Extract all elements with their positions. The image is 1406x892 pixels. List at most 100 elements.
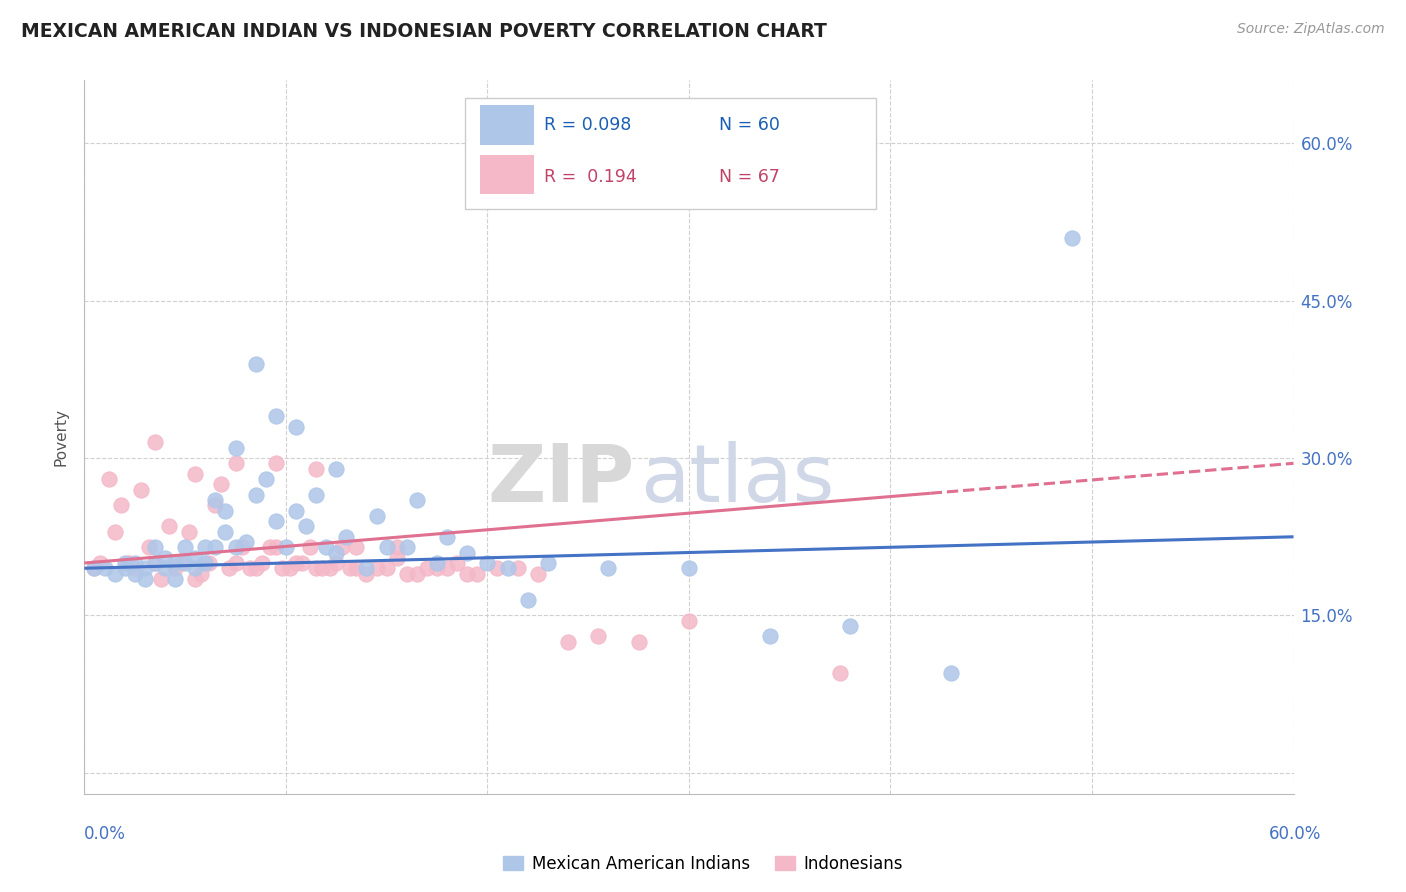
Point xyxy=(129,483,152,497)
Point xyxy=(299,541,322,555)
Point xyxy=(89,556,111,570)
Point xyxy=(245,488,267,502)
Point xyxy=(356,561,378,575)
Point xyxy=(104,566,127,581)
Point xyxy=(486,561,509,575)
Point xyxy=(83,561,105,575)
FancyBboxPatch shape xyxy=(465,98,876,209)
Point xyxy=(627,634,650,648)
Point xyxy=(143,541,166,555)
Point xyxy=(436,530,458,544)
Point xyxy=(285,419,308,434)
Point xyxy=(138,541,160,555)
Point xyxy=(305,561,328,575)
Point xyxy=(239,561,262,575)
Point xyxy=(305,488,328,502)
Point xyxy=(356,566,378,581)
Point xyxy=(264,456,287,470)
Point xyxy=(153,550,176,565)
Point xyxy=(204,541,226,555)
Point xyxy=(557,634,579,648)
Text: Source: ZipAtlas.com: Source: ZipAtlas.com xyxy=(1237,22,1385,37)
Text: N = 60: N = 60 xyxy=(720,116,780,134)
Point xyxy=(124,556,146,570)
Point xyxy=(319,561,342,575)
Point xyxy=(346,541,368,555)
Point xyxy=(194,556,217,570)
Point xyxy=(225,556,247,570)
Point xyxy=(143,556,166,570)
Point xyxy=(157,519,180,533)
Point xyxy=(325,545,347,559)
Point xyxy=(194,541,217,555)
Point xyxy=(190,566,212,581)
Point xyxy=(250,556,273,570)
Point xyxy=(305,461,328,475)
Point xyxy=(339,561,361,575)
Point xyxy=(496,561,519,575)
Point xyxy=(214,524,236,539)
Text: MEXICAN AMERICAN INDIAN VS INDONESIAN POVERTY CORRELATION CHART: MEXICAN AMERICAN INDIAN VS INDONESIAN PO… xyxy=(21,22,827,41)
Point xyxy=(134,572,156,586)
Point xyxy=(104,524,127,539)
Point xyxy=(678,614,700,628)
Point xyxy=(184,572,207,586)
Point xyxy=(264,514,287,528)
Point xyxy=(375,561,398,575)
FancyBboxPatch shape xyxy=(479,155,534,194)
Point xyxy=(231,541,253,555)
Point xyxy=(939,666,962,681)
Point xyxy=(149,572,172,586)
Point xyxy=(134,561,156,575)
Point xyxy=(1060,230,1083,244)
Point xyxy=(209,477,232,491)
Point xyxy=(264,409,287,423)
Point xyxy=(174,541,197,555)
Point xyxy=(406,493,429,508)
Point xyxy=(395,566,418,581)
Point xyxy=(395,541,418,555)
Point xyxy=(184,467,207,481)
Point xyxy=(406,566,429,581)
Point xyxy=(506,561,529,575)
Point xyxy=(346,561,368,575)
Point xyxy=(179,524,201,539)
Point xyxy=(124,561,146,575)
Point xyxy=(204,498,226,512)
Point xyxy=(758,630,780,644)
Point xyxy=(335,530,357,544)
Point xyxy=(110,498,132,512)
Point xyxy=(375,541,398,555)
Point xyxy=(426,561,449,575)
Text: R =  0.194: R = 0.194 xyxy=(544,168,637,186)
Point xyxy=(311,561,333,575)
Point xyxy=(516,592,538,607)
Point xyxy=(170,556,193,570)
Point xyxy=(270,561,292,575)
Text: atlas: atlas xyxy=(641,441,835,519)
Point xyxy=(225,441,247,455)
Point xyxy=(456,545,478,559)
Point xyxy=(254,472,277,486)
Point xyxy=(214,503,236,517)
Point xyxy=(114,561,136,575)
Point xyxy=(165,572,187,586)
Point xyxy=(165,556,187,570)
Point xyxy=(218,561,240,575)
Point xyxy=(225,456,247,470)
Point xyxy=(366,561,388,575)
Point xyxy=(97,472,120,486)
Point xyxy=(245,357,267,371)
Text: 60.0%: 60.0% xyxy=(1270,825,1322,843)
Point xyxy=(285,556,308,570)
Point xyxy=(225,541,247,555)
Point xyxy=(114,556,136,570)
Point xyxy=(330,541,353,555)
Point xyxy=(93,561,115,575)
Point xyxy=(264,541,287,555)
Text: R = 0.098: R = 0.098 xyxy=(544,116,631,134)
Point xyxy=(537,556,560,570)
Point xyxy=(598,561,620,575)
Point xyxy=(436,561,458,575)
Point xyxy=(118,556,141,570)
